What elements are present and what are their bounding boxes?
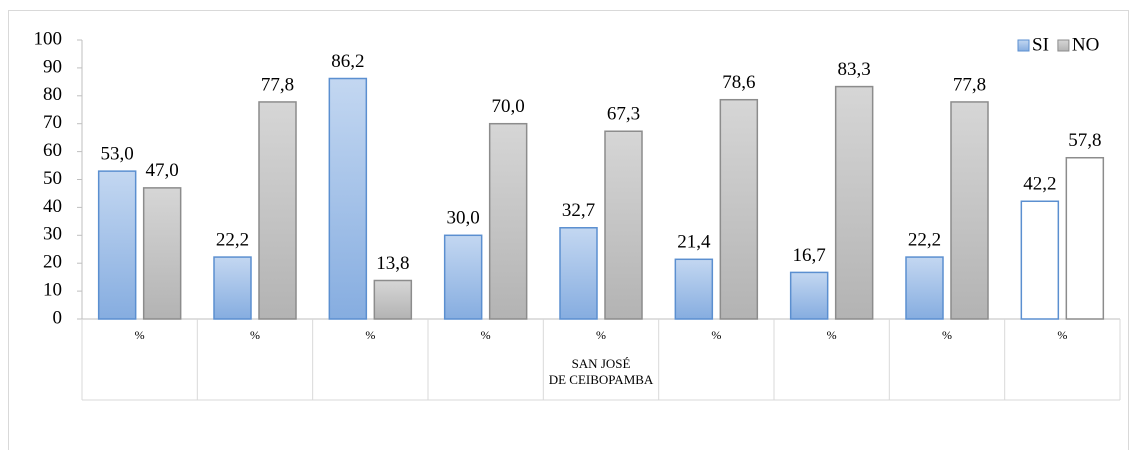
bar: [142, 187, 182, 320]
value-label: 70,0: [492, 96, 525, 117]
value-label: 47,0: [146, 160, 179, 181]
value-label: 22,2: [216, 229, 249, 250]
bar: [328, 77, 368, 320]
bar: [97, 170, 137, 320]
y-tick-label: 100: [34, 28, 63, 49]
x-sublabel: %: [1057, 328, 1067, 342]
value-label: 32,7: [562, 200, 595, 221]
bar: [719, 98, 759, 320]
value-label: 13,8: [376, 253, 409, 274]
value-label: 77,8: [953, 74, 986, 95]
value-label: 22,2: [908, 229, 941, 250]
y-tick-label: 30: [43, 224, 62, 245]
value-label: 78,6: [722, 72, 755, 93]
value-label: 16,7: [793, 245, 826, 266]
y-tick-label: 50: [43, 168, 62, 189]
legend-label: SI: [1032, 34, 1049, 55]
y-tick-label: 0: [53, 307, 63, 328]
bar: [1065, 156, 1105, 320]
bar: [834, 85, 874, 320]
x-sublabel: %: [711, 328, 721, 342]
bar: [789, 271, 829, 320]
x-sublabel: %: [596, 328, 606, 342]
value-label: 42,2: [1023, 174, 1056, 195]
x-tick-label: SAN JOSÉ DE CEIBOPAMBA: [549, 356, 654, 387]
value-label: 77,8: [261, 74, 294, 95]
legend-label: NO: [1072, 34, 1099, 55]
y-tick-label: 70: [43, 112, 62, 133]
value-label: 53,0: [101, 143, 134, 164]
bar: [373, 279, 413, 320]
value-label: 30,0: [447, 208, 480, 229]
bar: [950, 101, 989, 320]
x-sublabel: %: [481, 328, 491, 342]
bar: [488, 122, 528, 320]
x-sublabel: %: [365, 328, 375, 342]
value-label: 57,8: [1068, 130, 1101, 151]
x-sublabel: %: [135, 328, 145, 342]
x-sublabel: %: [250, 328, 260, 342]
y-tick-label: 40: [43, 196, 62, 217]
value-label: 21,4: [677, 232, 711, 253]
y-tick-label: 60: [43, 140, 62, 161]
y-tick-label: 90: [43, 56, 62, 77]
legend-swatch: [1017, 39, 1030, 52]
x-sublabel: %: [827, 328, 837, 342]
y-tick-label: 10: [43, 279, 62, 300]
bar: [1020, 200, 1060, 320]
value-label: 83,3: [838, 59, 871, 80]
bar: [559, 227, 598, 320]
legend-swatch: [1057, 39, 1070, 52]
value-label: 67,3: [607, 104, 640, 125]
y-tick-label: 20: [43, 252, 62, 273]
chart-frame: [8, 10, 1129, 450]
x-sublabel: %: [942, 328, 952, 342]
value-label: 86,2: [331, 51, 364, 72]
bar: [674, 258, 714, 320]
y-tick-label: 80: [43, 84, 62, 105]
bar: [213, 256, 252, 320]
bar: [604, 130, 643, 320]
bar: [905, 256, 944, 320]
bar: [258, 101, 297, 320]
bar: [443, 234, 483, 320]
